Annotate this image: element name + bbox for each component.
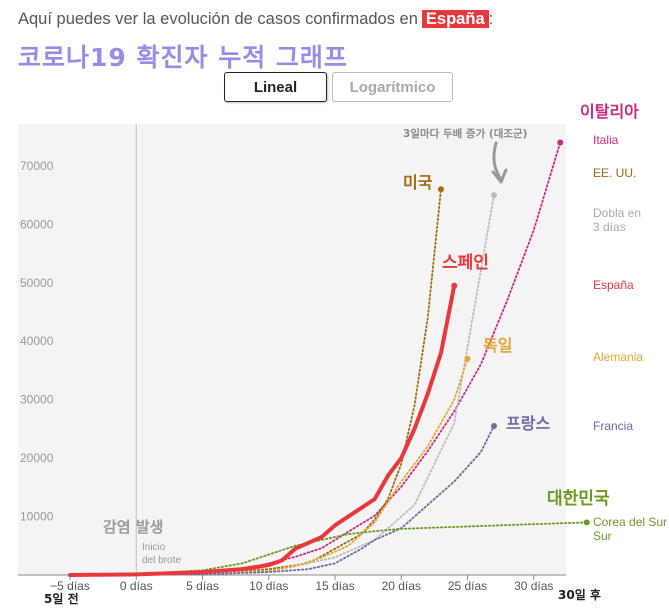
y-tick-label: 30000 bbox=[20, 393, 54, 407]
y-tick-label: 20000 bbox=[20, 451, 54, 465]
korean-series-label: 대한민국 bbox=[547, 489, 610, 509]
series-end-marker bbox=[491, 422, 497, 429]
x-tick-label: 15 días bbox=[315, 579, 354, 593]
korean-series-label: 프랑스 bbox=[506, 414, 550, 433]
legend-label: Francia bbox=[593, 419, 633, 433]
series-end-marker bbox=[491, 192, 497, 199]
doubling-arrowhead bbox=[491, 168, 508, 184]
series-line-3 bbox=[68, 283, 457, 577]
series-line-1 bbox=[69, 188, 442, 576]
legend-label: Sur bbox=[593, 529, 612, 543]
korean-series-label: 독일 bbox=[483, 336, 512, 355]
y-tick-label: 70000 bbox=[20, 159, 54, 173]
x-tick-label: 25 días bbox=[448, 579, 487, 593]
legend-label: Alemania bbox=[593, 350, 643, 364]
x-tick-label: 5 días bbox=[186, 579, 219, 593]
series-end-marker bbox=[438, 186, 444, 193]
outbreak-korean-label: 감염 발생 bbox=[103, 518, 163, 536]
y-tick-label: 60000 bbox=[20, 217, 54, 231]
days-before-label: 5일 전 bbox=[44, 591, 79, 606]
legend-label: Dobla en bbox=[593, 206, 641, 220]
linear-scale-button[interactable]: Lineal bbox=[224, 72, 327, 102]
legend-label: España bbox=[593, 278, 634, 292]
series-end-marker bbox=[583, 519, 590, 526]
legend-label: Corea del Sur bbox=[593, 515, 667, 529]
outbreak-label: Inicio bbox=[142, 542, 166, 553]
x-tick-label: 10 días bbox=[249, 579, 288, 593]
x-tick-label: 20 días bbox=[382, 579, 421, 593]
doubling-annotation: 3일마다 두배 증가 (대조군) bbox=[403, 127, 527, 140]
subtitle-suffix: : bbox=[488, 10, 494, 28]
doubling-arrow bbox=[492, 141, 502, 180]
outbreak-label: del brote bbox=[142, 555, 181, 566]
korean-series-label: 미국 bbox=[403, 173, 433, 192]
subtitle-prefix: Aquí puedes ver la evolución de casos co… bbox=[18, 10, 418, 28]
x-tick-label: −5 días bbox=[50, 579, 90, 593]
x-tick-label: 0 días bbox=[120, 579, 153, 593]
days-after-label: 30일 후 bbox=[558, 587, 601, 602]
series-end-marker bbox=[557, 139, 564, 146]
country-badge: España bbox=[421, 10, 489, 28]
legend-label: EE. UU. bbox=[593, 166, 636, 180]
y-tick-label: 50000 bbox=[20, 276, 54, 290]
subtitle: Aquí puedes ver la evolución de casos co… bbox=[18, 10, 493, 29]
series-line-5 bbox=[69, 425, 495, 576]
korean-series-label: 스페인 bbox=[442, 253, 489, 273]
y-tick-label: 10000 bbox=[20, 510, 54, 524]
korean-title: 코로나19 확진자 누적 그래프 bbox=[18, 43, 348, 72]
legend-label: 3 días bbox=[593, 220, 626, 234]
log-scale-button[interactable]: Logarítmico bbox=[332, 72, 453, 102]
plot-background bbox=[18, 124, 566, 575]
series-end-marker bbox=[451, 282, 458, 289]
legend-label: Italia bbox=[593, 133, 619, 147]
series-end-marker bbox=[464, 355, 471, 362]
x-tick-label: 30 días bbox=[514, 579, 553, 593]
y-tick-label: 40000 bbox=[20, 334, 54, 348]
series-line-4 bbox=[69, 357, 469, 576]
korean-series-label: 이탈리아 bbox=[580, 102, 639, 121]
